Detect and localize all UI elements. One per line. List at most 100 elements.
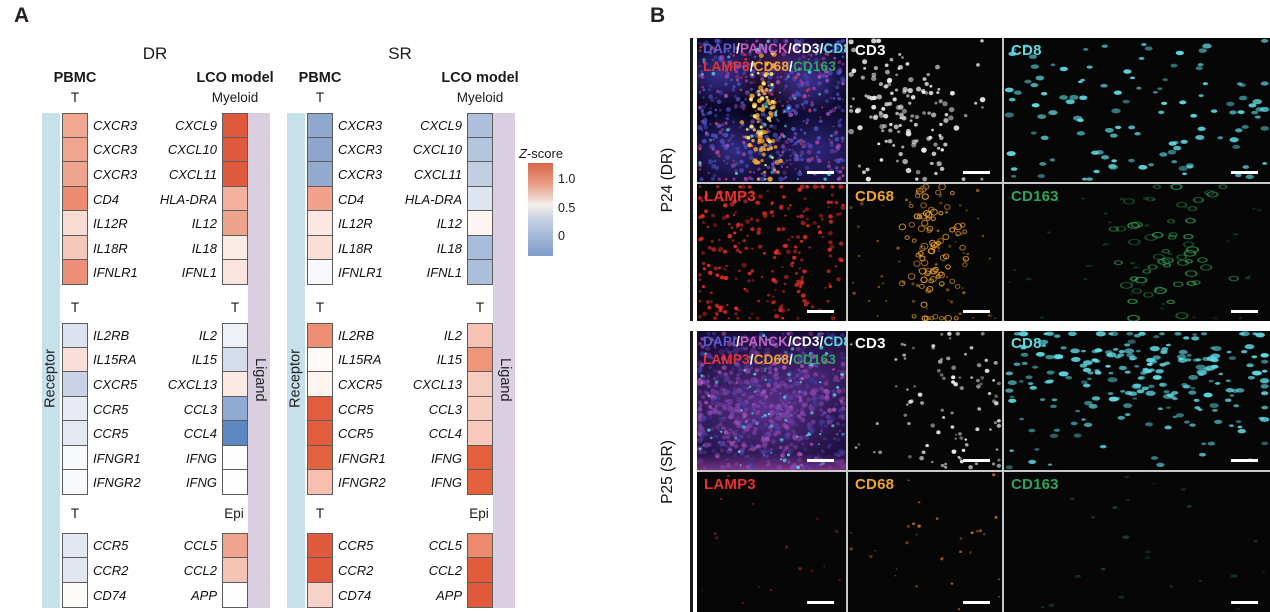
ligand-gene-label: IFNG (185, 450, 217, 466)
channel-label: CD8 (1011, 335, 1042, 352)
receptor-gene-label: CXCR3 (93, 166, 138, 182)
receptor-gene-label: CXCR5 (93, 376, 138, 392)
ligand-gene-label: CCL4 (183, 426, 217, 442)
merged-channel-label-segment: / (749, 58, 754, 74)
merged-channels-title: DAPI/PANCK/CD3/CD8/LAMP3/CD68/CD163 (703, 333, 846, 368)
receptor-zscore-cell (307, 235, 333, 261)
legend-tick-05: 0.5 (558, 201, 576, 215)
receptor-zscore-cell (307, 186, 333, 212)
merged-channel-label-segment: / (736, 334, 741, 349)
ligand-zscore-cell (222, 323, 248, 348)
ligand-zscore-cell (222, 396, 248, 422)
ligand-gene-label: APP (190, 588, 217, 603)
receptor-gene-label: CCR2 (338, 563, 374, 578)
receptor-gene-label: IFNGR1 (93, 450, 141, 466)
merged-channel-label-segment: CD163 (793, 351, 837, 367)
receptor-gene-label: CXCR3 (338, 142, 383, 158)
receptor-zscore-cell (62, 470, 88, 496)
receptor-gene-label: CXCR3 (338, 166, 383, 182)
receptor-ligand-row: CCR5 CCL5 (307, 533, 493, 558)
merged-channel-label-segment: DAPI (703, 334, 737, 349)
receptor-ligand-row: CCR5 CCL3 (62, 396, 248, 422)
ligand-zscore-cell (467, 583, 493, 608)
merged-channel-label-segment: CD163 (793, 58, 837, 74)
receptor-ligand-row: IL18R IL18 (307, 235, 493, 261)
receptor-zscore-cell (62, 533, 88, 558)
receptor-zscore-cell (307, 260, 333, 286)
receptor-zscore-cell (62, 372, 88, 397)
right-celltype-label: Epi (224, 506, 244, 521)
receptor-gene-label: IFNLR1 (93, 265, 138, 281)
ligand-zscore-cell (222, 186, 248, 212)
ligand-gene-label: IFNG (430, 450, 462, 466)
receptor-ligand-row: IL12R IL12 (62, 211, 248, 236)
ligand-gene-label: CCL3 (183, 401, 217, 417)
receptor-gene-label: CCR5 (338, 401, 374, 417)
receptor-ligand-row: CCR5 CCL3 (307, 396, 493, 422)
channel-label: CD163 (1011, 188, 1059, 205)
merged-channel-label-segment: / (749, 351, 754, 367)
receptor-zscore-cell (307, 113, 333, 138)
merged-channel-label-segment: CD68 (753, 58, 790, 74)
ligand-gene-label: IL2 (198, 327, 217, 343)
ligand-zscore-cell (222, 260, 248, 286)
scale-bar (963, 170, 990, 174)
receptor-zscore-cell (62, 421, 88, 446)
receptor-axis-label: Receptor (42, 349, 59, 408)
left-celltype-label: T (315, 506, 325, 521)
receptor-zscore-cell (62, 186, 88, 212)
receptor-ligand-row: CXCR3 CXCL11 (307, 162, 493, 187)
receptor-gene-label: IL18R (93, 240, 128, 256)
receptor-gene-label: IFNGR2 (338, 475, 386, 491)
merged-channel-label-segment: CD8 (823, 41, 846, 56)
receptor-zscore-cell (62, 260, 88, 286)
ligand-gene-label: IL12 (436, 216, 462, 232)
ligand-zscore-cell (467, 558, 493, 583)
receptor-gene-label: IFNGR2 (93, 475, 141, 491)
receptor-zscore-cell (307, 372, 333, 397)
left-celltype-label: T (70, 90, 80, 105)
receptor-gene-label: IL2RB (93, 327, 130, 343)
channel-label: CD3 (855, 42, 886, 59)
merged-micrograph: DAPI/PANCK/CD3/CD8/LAMP3/CD68/CD163 (697, 38, 846, 182)
patient-row-label: P25 (SR) (659, 439, 676, 504)
scale-bar (807, 309, 834, 313)
micrograph-signal (849, 473, 1001, 611)
ligand-gene-label: IL15 (191, 352, 217, 368)
receptor-zscore-cell (307, 137, 333, 163)
receptor-ligand-row: IL18R IL18 (62, 235, 248, 261)
receptor-gene-label: CXCR5 (338, 376, 383, 392)
ligand-gene-label: CCL4 (428, 426, 462, 442)
receptor-ligand-row: IL15RA IL15 (307, 347, 493, 373)
left-celltype-label: T (70, 300, 80, 315)
legend-colorbar (528, 163, 553, 256)
channel-label: CD3 (855, 335, 886, 352)
merged-channel-label-segment: PANCK (740, 41, 789, 56)
ligand-gene-label: CCL2 (428, 563, 462, 578)
receptor-gene-label: CD74 (338, 588, 372, 603)
scale-bar (1231, 600, 1258, 604)
receptor-zscore-cell (307, 421, 333, 446)
receptor-gene-label: CCR5 (93, 401, 129, 417)
ligand-gene-label: CXCL11 (168, 166, 217, 182)
ligand-zscore-cell (222, 470, 248, 496)
receptor-ligand-row: CXCR3 CXCL10 (62, 137, 248, 163)
receptor-ligand-row: IL15RA IL15 (62, 347, 248, 373)
ligand-zscore-cell (467, 235, 493, 261)
ligand-gene-label: APP (435, 588, 462, 603)
micrograph-signal (1004, 38, 1270, 181)
receptor-ligand-row: IFNGR2 IFNG (307, 470, 493, 496)
receptor-zscore-cell (62, 347, 88, 373)
merged-channel-label-segment: / (789, 351, 793, 367)
receptor-zscore-cell (62, 583, 88, 608)
receptor-ligand-row: CXCR3 CXCL9 (307, 113, 493, 138)
merged-channel-label-segment: PANCK (740, 334, 789, 349)
scale-bar (807, 458, 834, 462)
ligand-gene-label: CXCL11 (413, 166, 462, 182)
ligand-zscore-cell (222, 583, 248, 608)
ligand-gene-label: CXCL9 (420, 117, 462, 133)
ligand-gene-label: IL18 (436, 240, 462, 256)
legend-tick-1: 1.0 (558, 172, 576, 186)
heatmap-block: IL2RB IL2 IL15RA IL15 CXCR5 CXCL13 CCR5 CCL3 CCR… (62, 323, 248, 496)
ligand-zscore-cell (222, 113, 248, 138)
